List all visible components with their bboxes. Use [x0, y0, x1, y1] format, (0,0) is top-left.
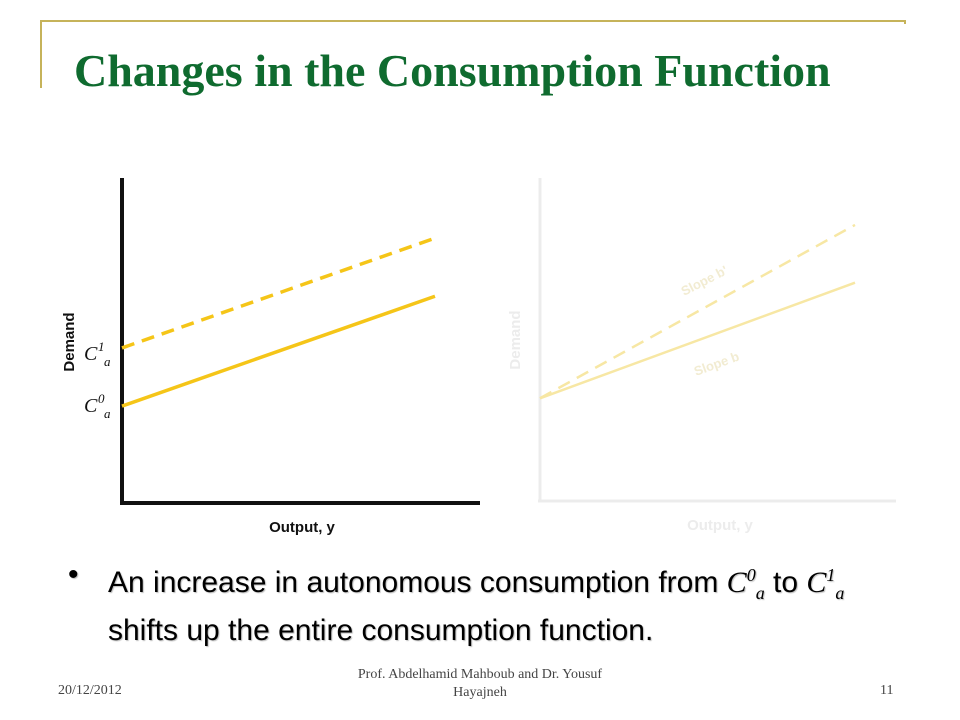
c1a-symbol: C1a — [806, 565, 845, 603]
bullet-text-to: to — [764, 566, 807, 599]
left-ylabel: Demand — [61, 312, 78, 371]
left-series-dashed-line — [121, 236, 436, 350]
footer-date: 20/12/2012 — [58, 683, 122, 698]
tick-label-c0a: C 0 a — [84, 391, 111, 421]
right-ylabel: Demand — [507, 310, 524, 369]
bullet-text-end: shifts up the entire consumption functio… — [108, 614, 654, 647]
svg-text:a: a — [104, 354, 111, 369]
svg-text:C: C — [84, 343, 98, 365]
svg-text:C: C — [84, 395, 98, 417]
svg-text:1: 1 — [98, 339, 105, 354]
right-xlabel: Output, y — [687, 517, 753, 534]
c0a-symbol: C0a — [726, 565, 765, 603]
bullet-paragraph: An increase in autonomous consumption fr… — [78, 556, 898, 650]
left-series-solid-line — [121, 294, 436, 408]
right-series-dashed-line — [539, 223, 856, 400]
footer-author: Prof. Abdelhamid Mahboub and Dr. Yousuf … — [357, 667, 603, 700]
right-series-group — [539, 223, 856, 400]
slide-frame-top — [40, 20, 906, 22]
consumption-charts: Demand Output, y C 1 a C 0 a Demand Outp… — [61, 178, 896, 536]
slide-frame-left — [40, 20, 42, 88]
svg-text:a: a — [104, 406, 111, 421]
bullet-text: • An increase in autonomous consumption … — [68, 556, 898, 650]
left-series-group — [121, 236, 436, 408]
slide-title: Changes in the Consumption Function — [74, 45, 831, 96]
right-annotation-slope-b-prime: Slope b' — [679, 263, 730, 299]
slide-frame-right — [904, 20, 906, 24]
left-xlabel: Output, y — [269, 519, 335, 536]
tick-label-c1a: C 1 a — [84, 339, 111, 369]
footer-page-number: 11 — [880, 683, 894, 698]
bullet-text-start: An increase in autonomous consumption fr… — [108, 566, 727, 599]
right-series-solid-line — [539, 281, 856, 400]
svg-text:0: 0 — [98, 391, 105, 406]
bullet-dot: • — [68, 558, 79, 591]
right-annotation-slope-b: Slope b — [692, 349, 741, 379]
